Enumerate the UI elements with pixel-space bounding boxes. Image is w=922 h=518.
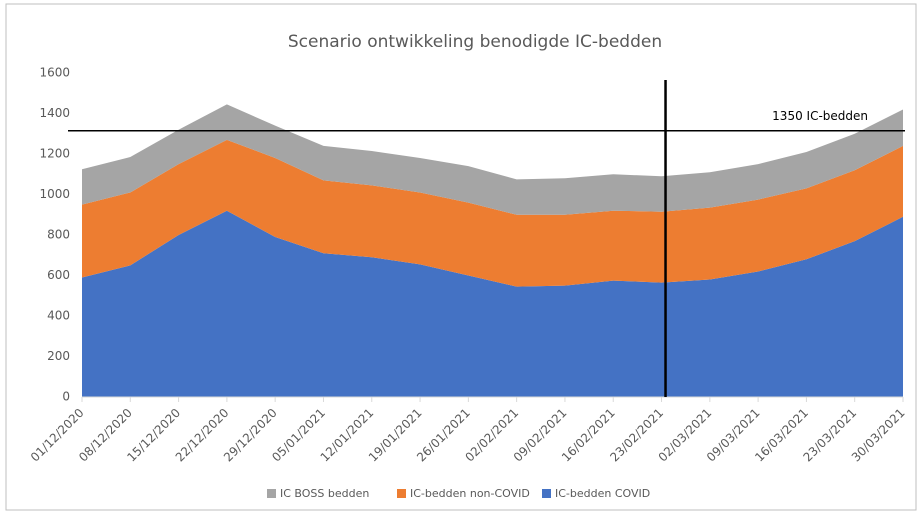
legend-swatch — [267, 489, 276, 498]
chart-title: Scenario ontwikkeling benodigde IC-bedde… — [288, 32, 662, 52]
legend-label: IC BOSS bedden — [280, 487, 369, 500]
y-tick-label: 1600 — [39, 66, 70, 80]
y-tick-label: 1000 — [39, 187, 70, 201]
legend-swatch — [397, 489, 406, 498]
legend-label: IC-bedden COVID — [555, 487, 650, 500]
y-tick-label: 0 — [62, 390, 70, 404]
annotation: 1350 IC-bedden — [772, 109, 868, 123]
legend-swatch — [542, 489, 551, 498]
y-tick-label: 1400 — [39, 106, 70, 120]
y-tick-label: 200 — [47, 349, 70, 363]
y-tick-label: 400 — [47, 309, 70, 323]
area — [82, 139, 903, 287]
y-tick-label: 600 — [47, 268, 70, 282]
y-tick-label: 800 — [47, 228, 70, 242]
area — [82, 104, 903, 215]
y-tick-label: 1200 — [39, 147, 70, 161]
legend-label: IC-bedden non-COVID — [410, 487, 530, 500]
area — [82, 210, 903, 397]
